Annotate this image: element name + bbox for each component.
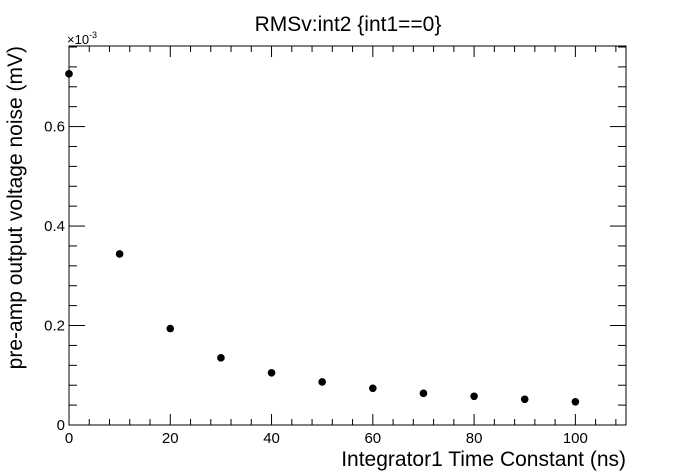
- x-tick-label: 100: [563, 430, 588, 447]
- y-tick-label: 0.2: [44, 318, 65, 335]
- x-tick-label: 0: [65, 430, 73, 447]
- data-point: [369, 384, 377, 393]
- x-tick-label: 80: [466, 430, 483, 447]
- y-multiplier-exponent: -3: [89, 30, 97, 40]
- data-point: [115, 250, 124, 258]
- data-point: [267, 368, 276, 377]
- y-axis-title: pre-amp output voltage noise (mV): [4, 46, 27, 369]
- x-tick-label: 40: [263, 430, 280, 447]
- data-point: [217, 354, 225, 362]
- x-tick-label: 60: [364, 430, 381, 447]
- y-tick-label: 0.6: [44, 119, 65, 136]
- plot-frame: [68, 45, 627, 426]
- data-point: [520, 395, 529, 404]
- x-ticks: [68, 46, 617, 425]
- data-point: [318, 378, 326, 386]
- x-axis-title: Integrator1 Time Constant (ns): [341, 448, 626, 471]
- data-point: [470, 392, 478, 401]
- y-tick-label: 0: [57, 417, 65, 434]
- y-tick-label: 0.4: [44, 218, 65, 235]
- data-point: [571, 397, 580, 406]
- y-tick-labels: 0 0.2 0.4 0.6: [44, 119, 65, 434]
- y-ticks: [69, 46, 626, 426]
- data-point: [166, 324, 175, 333]
- x-tick-label: 20: [162, 430, 179, 447]
- data-point: [65, 70, 73, 78]
- y-multiplier-base: ×10: [67, 32, 89, 47]
- x-tick-labels: 0 20 40 60 80 100: [65, 430, 588, 447]
- y-multiplier-label: ×10-3: [67, 30, 97, 47]
- data-points: [65, 70, 580, 406]
- chart-title: RMSv:int2 {int1==0}: [255, 13, 442, 36]
- data-point: [419, 389, 428, 398]
